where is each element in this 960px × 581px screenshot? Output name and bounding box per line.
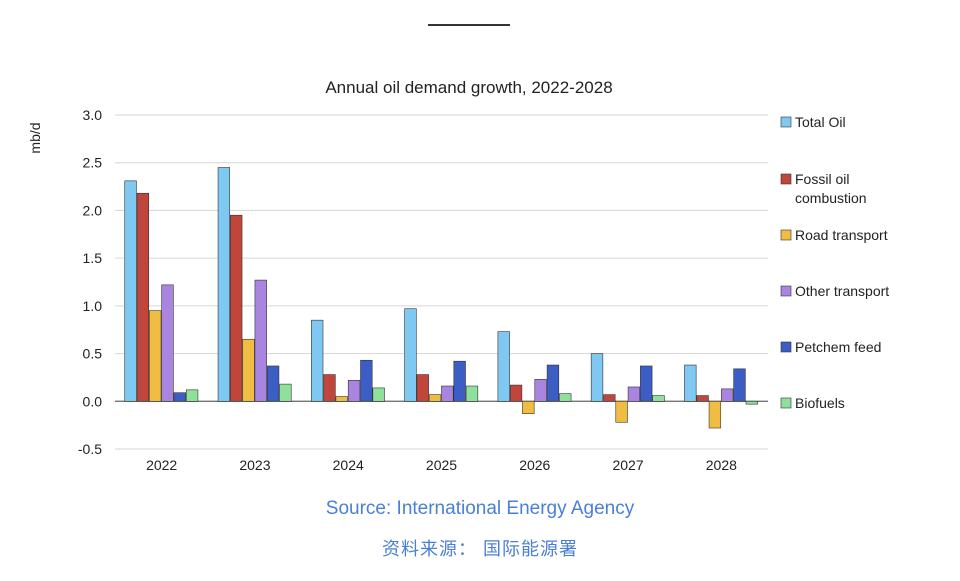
bar: [559, 393, 572, 402]
x-tick-labels: 2022 2023 2024 2025 2026 2027 2028: [146, 457, 737, 473]
legend: Total Oil Fossil oil combustion Road transp…: [780, 114, 889, 411]
legend-label: Biofuels: [795, 395, 845, 411]
bar: [136, 192, 150, 402]
bar: [242, 338, 255, 402]
bar: [266, 365, 280, 402]
legend-swatch: [780, 173, 792, 185]
bar: [745, 400, 758, 405]
legend-label: Petchem feed: [795, 339, 881, 355]
y-tick-label: -0.5: [78, 441, 102, 457]
bar: [603, 394, 616, 402]
bar: [335, 396, 348, 402]
bar: [534, 379, 547, 402]
bar: [733, 368, 746, 402]
bar: [230, 214, 243, 402]
bar: [627, 386, 641, 402]
legend-label: Total Oil: [795, 114, 846, 130]
bar: [652, 395, 665, 402]
bar: [173, 392, 186, 402]
bar: [416, 374, 429, 402]
x-tick-label: 2023: [239, 457, 270, 473]
x-tick-label: 2026: [519, 457, 550, 473]
bar: [161, 284, 174, 402]
bar: [546, 364, 560, 402]
legend-swatch: [780, 229, 792, 241]
bar: [509, 384, 523, 402]
y-tick-label: 2.0: [83, 202, 103, 218]
bar: [428, 394, 442, 402]
bar: [185, 389, 199, 402]
x-tick-label: 2028: [706, 457, 737, 473]
bar-chart: Annual oil demand growth, 2022-2028 mb/d…: [27, 78, 889, 473]
x-tick-label: 2022: [146, 457, 177, 473]
y-tick-label: 1.5: [83, 250, 103, 266]
bar: [465, 385, 479, 402]
bar: [684, 364, 697, 402]
bar: [217, 167, 231, 402]
legend-swatch: [780, 341, 792, 353]
y-axis-label: mb/d: [27, 122, 43, 153]
y-tick-label: 2.5: [83, 155, 103, 171]
legend-label: Other transport: [795, 283, 889, 299]
y-tick-label: 0.0: [83, 393, 103, 409]
y-tick-label: 1.0: [83, 298, 103, 314]
source-link[interactable]: Source: International Energy Agency: [325, 498, 635, 519]
bar: [404, 308, 417, 402]
bar: [640, 365, 653, 402]
bar: [372, 387, 385, 402]
bar: [149, 310, 162, 402]
source-cn-text: 资料来源： 国际能源署: [382, 539, 578, 559]
bar: [360, 359, 373, 402]
legend-swatch: [780, 285, 792, 297]
bar: [453, 360, 466, 402]
legend-swatch: [780, 397, 792, 409]
chart-title: Annual oil demand growth, 2022-2028: [325, 78, 612, 97]
bar: [441, 385, 454, 402]
bar: [497, 331, 510, 402]
bar: [279, 383, 292, 402]
y-tick-label: 0.5: [83, 346, 103, 362]
x-tick-label: 2024: [333, 457, 364, 473]
bar: [590, 353, 604, 402]
bar: [615, 400, 628, 423]
legend-label: Road transport: [795, 227, 888, 243]
x-tick-label: 2025: [426, 457, 457, 473]
bar: [254, 279, 267, 402]
legend-swatch: [780, 116, 792, 128]
bar: [721, 388, 734, 402]
y-tick-labels: 3.0 2.5 2.0 1.5 1.0 0.5 0.0 -0.5: [78, 107, 102, 457]
x-tick-label: 2027: [612, 457, 643, 473]
bar: [311, 319, 324, 402]
bar: [124, 180, 137, 402]
top-divider: [428, 24, 510, 26]
y-tick-label: 3.0: [83, 107, 103, 123]
bar: [347, 379, 361, 402]
bar: [708, 400, 722, 429]
bar: [696, 395, 709, 402]
legend-label: Fossil oil combustion: [795, 171, 867, 206]
bar: [323, 374, 336, 402]
bars: [124, 167, 758, 429]
bar: [522, 400, 535, 414]
